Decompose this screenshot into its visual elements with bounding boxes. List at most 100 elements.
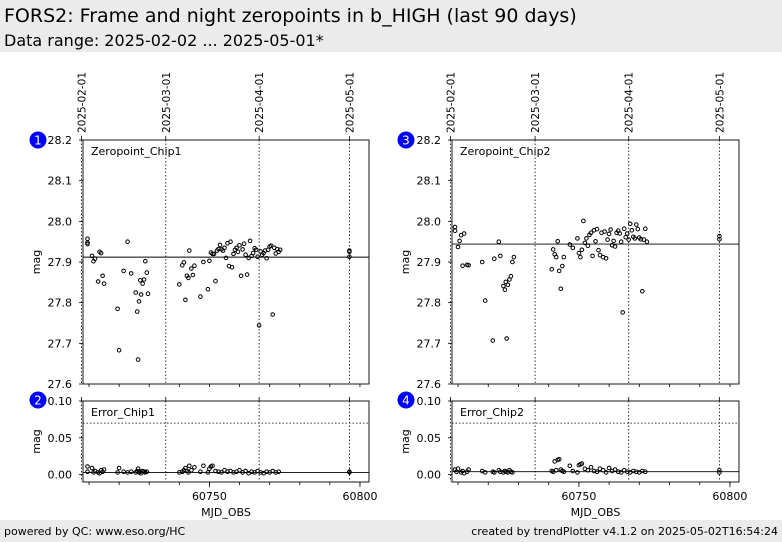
data-point: [579, 247, 585, 253]
data-point: [229, 265, 235, 270]
y-tick-label: 28.0: [417, 215, 442, 228]
data-point: [466, 263, 471, 268]
footer-generator: created by trendPlotter v4.1.2 on 2025-0…: [471, 525, 778, 538]
data-point: [555, 239, 561, 244]
data-point: [144, 270, 150, 275]
data-point: [606, 231, 612, 237]
data-point: [101, 281, 107, 286]
y-tick-label: 27.8: [417, 297, 442, 310]
data-point: [460, 263, 465, 269]
data-point: [618, 470, 624, 475]
data-point: [186, 470, 191, 475]
data-point: [479, 259, 485, 265]
data-point: [238, 273, 244, 279]
data-point: [511, 254, 517, 260]
data-point: [134, 309, 140, 314]
data-point: [624, 231, 630, 236]
y-tick-label: 28.2: [417, 134, 442, 147]
data-point: [246, 255, 251, 261]
y-tick-label: 27.7: [48, 337, 73, 350]
data-point: [243, 468, 248, 474]
data-point: [100, 273, 105, 279]
chart-panel-4: 0.00 0.05 0.10 60750 60800 mag MJD_OBS Error_Ch…: [397, 391, 747, 519]
data-point: [277, 247, 283, 253]
data-point: [457, 238, 462, 244]
data-point: [597, 252, 603, 258]
panel-badge: 1: [29, 131, 47, 149]
data-point: [347, 254, 352, 260]
data-point: [244, 272, 250, 277]
data-point: [482, 298, 488, 303]
data-point: [567, 463, 573, 469]
data-point: [205, 286, 211, 292]
series-label: Zeropoint_Chip2: [460, 145, 551, 158]
data-point: [634, 222, 639, 227]
badge-circle: [29, 131, 47, 149]
y-tick-label: 28.1: [48, 175, 73, 188]
data-point: [234, 245, 239, 251]
data-point: [603, 256, 609, 261]
data-point: [612, 244, 618, 249]
footer-credit: powered by QC: www.eso.org/HC: [4, 525, 186, 538]
data-point: [618, 239, 624, 244]
data-point: [213, 278, 218, 284]
data-point: [128, 469, 134, 475]
data-point: [187, 248, 192, 253]
plot-frame: [451, 139, 740, 385]
data-point: [621, 226, 627, 231]
data-point: [125, 239, 130, 244]
data-point: [95, 279, 101, 284]
x-tick-label: 60750: [192, 490, 227, 503]
y-tick-label: 27.9: [48, 256, 73, 269]
data-point: [644, 239, 650, 244]
data-point: [250, 250, 256, 256]
data-point: [556, 456, 562, 462]
data-point: [228, 239, 233, 244]
data-point: [482, 470, 488, 475]
data-point: [643, 226, 648, 231]
data-point: [237, 243, 242, 248]
data-point: [581, 218, 586, 224]
data-point: [121, 268, 126, 274]
data-point: [207, 258, 212, 264]
data-point: [550, 247, 556, 252]
data-point: [496, 239, 502, 244]
x-axis-label: MJD_OBS: [201, 506, 251, 519]
data-point: [276, 469, 282, 475]
y-axis-label: mag: [399, 250, 412, 274]
data-point: [717, 236, 722, 242]
data-point: [640, 289, 645, 294]
data-point: [235, 249, 241, 255]
badge-circle: [397, 391, 415, 409]
report-header: FORS2: Frame and night zeropoints in b_H…: [0, 0, 782, 52]
data-point: [121, 469, 126, 475]
y-tick-label: 0.10: [48, 395, 73, 408]
data-point: [505, 282, 511, 288]
plot-frame: [451, 400, 740, 483]
data-point: [231, 251, 236, 257]
data-point: [643, 469, 648, 475]
date-marker-label: 2025-05-01: [344, 72, 356, 133]
data-point: [85, 240, 90, 245]
data-point: [570, 245, 576, 251]
data-point: [136, 299, 142, 304]
y-tick-label: 0.00: [417, 469, 442, 482]
data-point: [575, 236, 580, 241]
data-point: [192, 263, 197, 269]
data-point: [575, 470, 580, 475]
y-tick-label: 0.10: [417, 395, 442, 408]
plot-frame: [82, 400, 370, 483]
data-point: [140, 281, 145, 286]
data-point: [237, 467, 242, 473]
data-point: [570, 468, 576, 474]
data-point: [502, 287, 508, 293]
data-point: [594, 469, 600, 475]
data-point: [620, 310, 626, 315]
date-marker-label: 2025-02-01: [76, 72, 88, 133]
data-point: [177, 282, 182, 287]
y-tick-label: 28.1: [417, 175, 442, 188]
data-point: [85, 464, 90, 469]
date-marker-label: 2025-05-01: [714, 72, 726, 133]
date-marker-label: 2025-03-01: [161, 72, 173, 133]
data-point: [181, 260, 187, 265]
